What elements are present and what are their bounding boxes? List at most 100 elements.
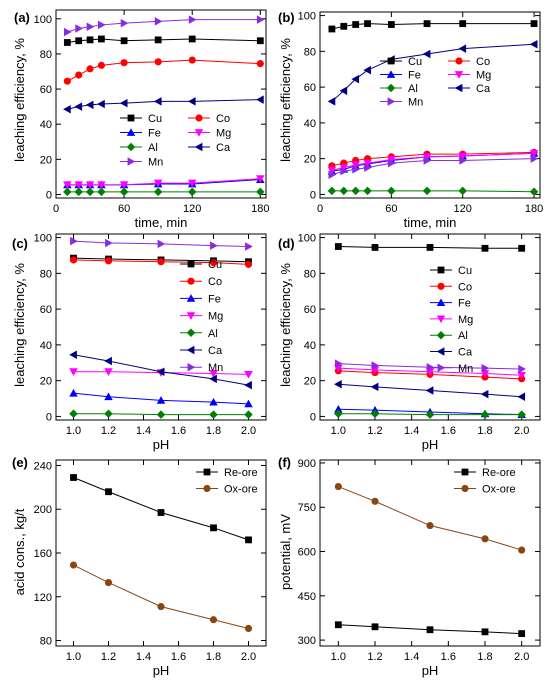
data-point	[156, 410, 166, 419]
y-axis-label: potential, mV	[278, 514, 293, 590]
y-axis-label: acid cons., kg/t	[12, 508, 27, 595]
legend-marker	[436, 298, 446, 306]
legend-marker	[194, 142, 203, 152]
legend-marker	[387, 57, 395, 65]
data-point	[481, 244, 489, 252]
x-tick-label: 2.0	[241, 651, 256, 663]
series-al	[327, 186, 539, 196]
data-point	[154, 36, 162, 44]
series-re-ore	[70, 474, 252, 544]
data-point	[256, 187, 265, 197]
panel-label: (a)	[14, 10, 30, 25]
legend-marker	[461, 468, 469, 476]
y-tick-label: 240	[34, 460, 52, 472]
panel-e: 80 120 160 200 240 1.0 1.2 1.4 1.6 1.8 2.0 pH acid c…	[12, 455, 267, 678]
legend-marker	[186, 312, 196, 320]
legend-label: Fe	[408, 70, 421, 82]
data-point	[98, 20, 106, 30]
data-point	[363, 186, 372, 196]
data-point	[209, 259, 218, 267]
data-point	[153, 179, 163, 188]
series-line	[73, 564, 249, 629]
x-tick-label: 2.0	[514, 425, 529, 437]
data-point	[387, 158, 396, 168]
y-axis-label: leaching efficiency, %	[12, 263, 27, 387]
data-point	[370, 382, 379, 392]
x-tick-label: 120	[454, 203, 472, 215]
y-tick-label: 40	[40, 340, 52, 352]
legend-marker	[186, 328, 196, 338]
data-point	[119, 181, 129, 190]
data-point	[422, 49, 431, 59]
y-tick-label: 20	[40, 376, 52, 388]
legend-marker	[436, 347, 445, 356]
legend-marker	[127, 114, 135, 122]
data-point	[119, 187, 129, 197]
x-axis-label: pH	[153, 663, 170, 678]
data-point	[351, 74, 360, 84]
data-point	[327, 97, 336, 106]
data-point	[209, 374, 217, 384]
data-point	[481, 535, 489, 543]
x-tick-label: 1.2	[367, 651, 382, 663]
x-axis-label: time, min	[135, 215, 188, 230]
y-tick-label: 60	[40, 84, 52, 96]
legend: Re-ore Ox-ore	[196, 467, 258, 496]
data-point	[86, 36, 94, 44]
legend-marker	[454, 71, 464, 79]
data-point	[334, 243, 342, 250]
data-point	[188, 56, 196, 64]
data-point	[244, 380, 252, 390]
y-tick-label: 200	[34, 504, 52, 516]
data-point	[69, 368, 78, 376]
data-point	[334, 379, 342, 389]
legend: Cu Co Fe Mg Al Ca Mn	[120, 113, 231, 169]
legend-label: Mg	[216, 128, 231, 140]
series-mn	[63, 15, 265, 37]
x-tick-label: 1.2	[101, 651, 116, 663]
data-point	[351, 186, 360, 196]
legend-label: Re-ore	[482, 467, 516, 479]
plot-frame	[319, 233, 541, 421]
panel-d: 0 20 40 60 80 100 1.0 1.2 1.4 1.6 1.8 2.0 pH leaching…	[278, 233, 541, 452]
x-tick-label: 0	[317, 203, 323, 215]
x-axis-label: pH	[153, 437, 170, 452]
y-tick-label: 80	[40, 49, 52, 61]
data-point	[371, 497, 379, 505]
series-line	[331, 43, 535, 102]
series-cu	[334, 243, 526, 252]
legend-label: Al	[208, 328, 218, 340]
data-point	[98, 35, 105, 43]
x-tick-label: 0	[53, 203, 59, 215]
data-point	[422, 153, 432, 162]
data-point	[97, 181, 106, 190]
series-ca	[327, 39, 538, 106]
data-point	[187, 97, 196, 106]
data-point	[529, 39, 538, 49]
series-al	[63, 187, 265, 197]
plot-frame	[319, 459, 541, 647]
series-mg	[334, 364, 526, 380]
data-point	[188, 35, 196, 43]
x-tick-label: 1.2	[367, 425, 382, 437]
legend-marker	[387, 97, 396, 106]
y-tick-label: 60	[40, 304, 52, 316]
x-tick-label: 1.8	[477, 425, 492, 437]
legend-label: Ca	[476, 83, 491, 95]
y-tick-label: 0	[310, 411, 316, 423]
legend-marker	[436, 330, 446, 340]
series-cu	[328, 20, 538, 33]
x-tick-label: 1.6	[441, 651, 456, 663]
data-point	[339, 86, 348, 95]
legend-label: Mn	[458, 363, 473, 375]
series-ca	[334, 379, 526, 401]
y-tick-label: 750	[298, 502, 316, 514]
legend-marker	[126, 142, 136, 152]
series-line	[331, 190, 535, 193]
legend-label: Al	[458, 330, 468, 342]
data-point	[120, 59, 128, 67]
data-point	[334, 405, 343, 413]
panel-label: (e)	[12, 455, 28, 470]
data-point	[363, 159, 372, 168]
legend-marker	[437, 282, 445, 290]
